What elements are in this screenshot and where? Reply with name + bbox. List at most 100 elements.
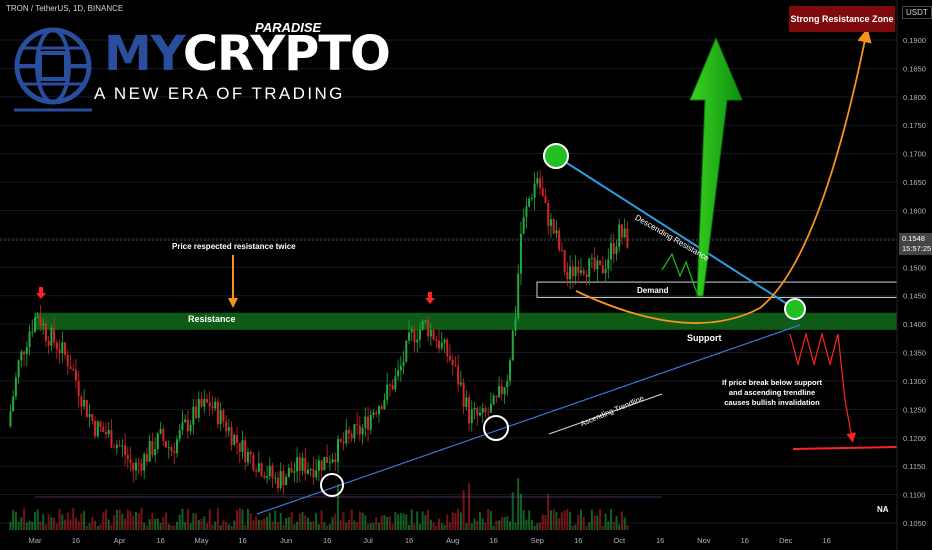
invalidation-note: If price break below support and ascendi… — [712, 378, 832, 408]
candle-body — [432, 329, 435, 340]
volume-bar — [582, 516, 585, 530]
candle-body — [577, 266, 580, 273]
candle-body — [476, 408, 479, 416]
candle-body — [418, 329, 421, 340]
volume-bar — [58, 508, 61, 530]
volume-bar — [342, 512, 345, 530]
volume-bar — [607, 521, 610, 530]
candle-body — [519, 233, 522, 274]
volume-bar — [186, 508, 189, 530]
volume-bar — [525, 519, 528, 530]
candle-body — [607, 259, 610, 270]
candle-body — [25, 346, 28, 355]
candle-body — [290, 467, 293, 473]
volume-bar — [345, 522, 348, 530]
candle-body — [203, 399, 206, 407]
volume-bar — [64, 519, 67, 530]
volume-bar — [326, 525, 329, 530]
volume-bar — [536, 523, 539, 530]
brand-logo: PARADISE MYCRYPTO A NEW ERA OF TRADING — [10, 20, 391, 125]
candle-body — [301, 457, 304, 471]
candle-body — [626, 228, 629, 248]
candle-body — [12, 396, 15, 411]
candle-body — [377, 406, 380, 414]
time-tick-label: Dec — [779, 536, 793, 545]
volume-bar — [380, 515, 383, 530]
volume-bar — [517, 478, 520, 530]
volume-bar — [124, 518, 127, 530]
candle-body — [184, 419, 187, 423]
candle-body — [405, 340, 408, 362]
volume-bar — [167, 524, 170, 530]
volume-bar — [585, 525, 588, 530]
candle-body — [522, 217, 525, 234]
price-tick-label: 0.1800 — [903, 93, 926, 102]
currency-unit-button[interactable]: USDT — [902, 6, 932, 19]
time-tick-label: Jul — [363, 536, 373, 545]
volume-bar — [287, 517, 290, 530]
candle-body — [525, 206, 528, 218]
volume-bar — [511, 492, 514, 530]
volume-bar — [558, 518, 561, 530]
candle-body — [339, 438, 342, 442]
volume-bar — [151, 512, 154, 530]
volume-bar — [566, 509, 569, 530]
volume-bar — [203, 516, 206, 530]
time-axis[interactable]: Mar 16 Apr 16 May 16 Jun 16 Jul 16 Aug 16 Sep 16 Oct 16… — [29, 536, 831, 545]
time-tick-label: 16 — [405, 536, 413, 545]
volume-bar — [42, 514, 45, 530]
candle-body — [94, 420, 97, 437]
indicator-na-label: NA — [877, 505, 889, 514]
candle-body — [110, 429, 113, 448]
volume-bar — [391, 523, 394, 530]
candle-body — [323, 456, 326, 471]
time-tick-label: Jun — [280, 536, 292, 545]
volume-bar — [129, 511, 132, 530]
candle-body — [386, 384, 389, 400]
candle-body — [361, 427, 364, 435]
volume-bar — [413, 523, 416, 530]
logo-paradise: PARADISE — [255, 20, 322, 35]
volume-bar — [514, 522, 517, 530]
candle-body — [104, 432, 107, 435]
support-label: Support — [687, 333, 722, 343]
candle-body — [364, 416, 367, 428]
volume-bar — [39, 521, 42, 530]
candle-body — [623, 228, 626, 238]
grid-lines — [0, 39, 897, 524]
candle-body — [457, 365, 460, 385]
candle-body — [225, 421, 228, 431]
candle-body — [569, 266, 572, 280]
candle-body — [468, 397, 471, 424]
candle-body — [200, 398, 203, 407]
volume-bar — [31, 521, 34, 530]
candle-body — [440, 342, 443, 349]
price-tick-label: 0.1650 — [903, 178, 926, 187]
invalidation-line-1: If price break below support — [721, 378, 823, 387]
volume-bar — [465, 523, 468, 530]
volume-bar — [107, 519, 110, 530]
candle-body — [279, 471, 282, 488]
volume-bar — [184, 522, 187, 530]
time-tick-label: 16 — [238, 536, 246, 545]
volume-bar — [36, 509, 39, 530]
candle-body — [260, 463, 263, 476]
price-axis[interactable]: 0.1050 0.1100 0.1150 0.1200 0.1250 0.1300 0.13… — [896, 0, 926, 550]
candle-body — [241, 440, 244, 453]
symbol-header[interactable]: TRON / TetherUS, 1D, BINANCE — [6, 4, 124, 13]
candle-body — [618, 224, 621, 247]
volume-bar — [211, 524, 214, 530]
volume-bar — [590, 509, 593, 530]
volume-bar — [50, 517, 53, 530]
logo-my: MY — [104, 26, 184, 82]
candle-body — [208, 402, 211, 407]
candle-body — [580, 270, 582, 273]
candle-body — [28, 331, 31, 347]
candle-body — [416, 339, 419, 343]
candle-body — [165, 440, 168, 448]
volume-bar — [451, 512, 454, 530]
volume-bar — [55, 523, 58, 530]
volume-bar — [96, 525, 99, 530]
volume-bar — [509, 521, 512, 530]
candle-body — [421, 321, 424, 330]
